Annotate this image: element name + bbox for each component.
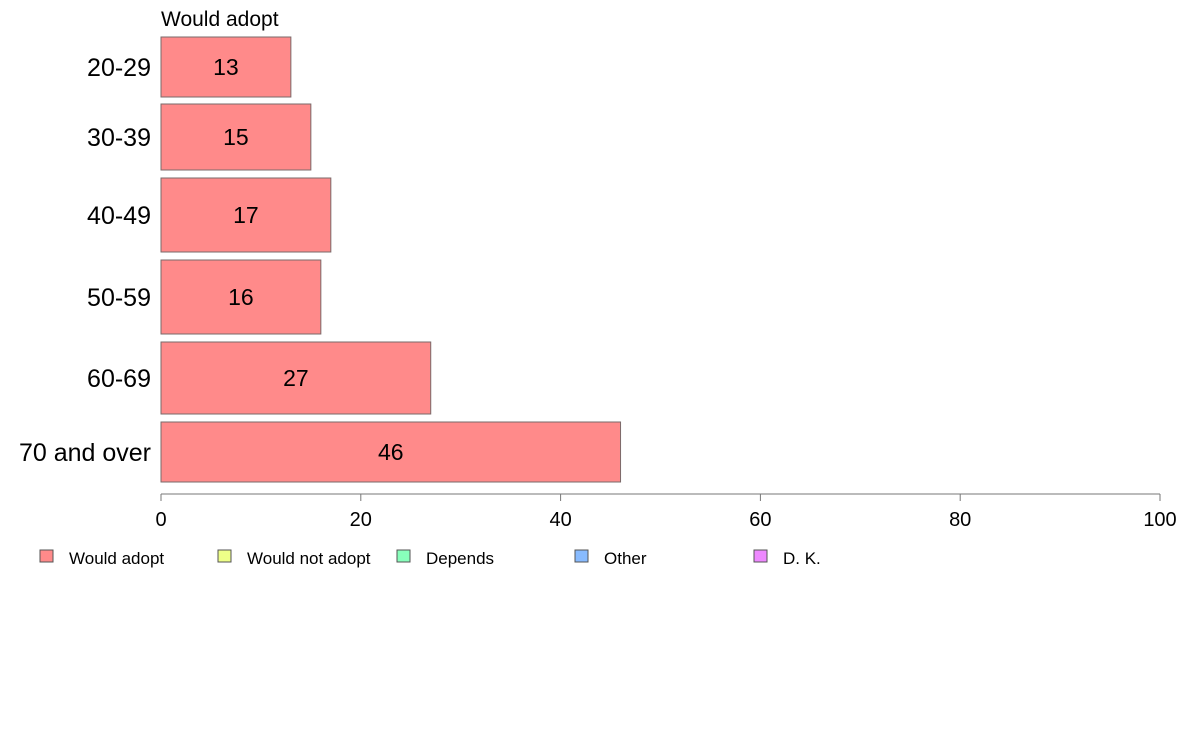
category-label: 50-59 xyxy=(87,284,151,312)
bars-group: 13 15 17 16 27 46 xyxy=(160,36,622,483)
bar-value-label: 13 xyxy=(213,54,239,80)
legend-label: Depends xyxy=(426,549,494,568)
chart-title: Would adopt xyxy=(161,8,279,31)
category-label: 20-29 xyxy=(87,54,151,82)
bar-value-label: 27 xyxy=(283,365,309,391)
bar-value-label: 46 xyxy=(378,439,404,465)
x-tick-label: 100 xyxy=(1143,509,1176,531)
legend-label: Other xyxy=(604,549,647,568)
legend: Would adopt Would not adopt Depends Other D.… xyxy=(39,549,821,568)
bar-value-label: 15 xyxy=(223,124,249,150)
bar-70-and-over xyxy=(160,421,622,483)
x-tick-label: 40 xyxy=(549,509,571,531)
category-labels: 20-29 30-39 40-49 50-59 60-69 70 and over xyxy=(19,54,151,467)
legend-label: Would not adopt xyxy=(247,549,371,568)
bar-50-59 xyxy=(160,259,322,335)
x-tick-label: 60 xyxy=(749,509,771,531)
bar-value-label: 16 xyxy=(228,284,254,310)
legend-swatch xyxy=(396,549,411,563)
bar-20-29 xyxy=(160,36,292,98)
category-label: 70 and over xyxy=(19,439,151,467)
x-axis: 0 20 40 60 80 100 xyxy=(155,493,1177,531)
bar-30-39 xyxy=(160,103,312,171)
legend-swatch xyxy=(574,549,589,563)
category-label: 40-49 xyxy=(87,202,151,230)
bar-40-49 xyxy=(160,177,332,253)
legend-swatch xyxy=(39,549,54,563)
bar-60-69 xyxy=(160,341,432,415)
legend-label: D. K. xyxy=(783,549,821,568)
x-tick-label: 0 xyxy=(155,509,166,531)
bar-value-label: 17 xyxy=(233,202,259,228)
legend-label: Would adopt xyxy=(69,549,164,568)
x-tick-label: 20 xyxy=(350,509,372,531)
legend-swatch xyxy=(753,549,768,563)
x-tick-label: 80 xyxy=(949,509,971,531)
category-label: 30-39 xyxy=(87,124,151,152)
category-label: 60-69 xyxy=(87,365,151,393)
legend-swatch xyxy=(217,549,232,563)
